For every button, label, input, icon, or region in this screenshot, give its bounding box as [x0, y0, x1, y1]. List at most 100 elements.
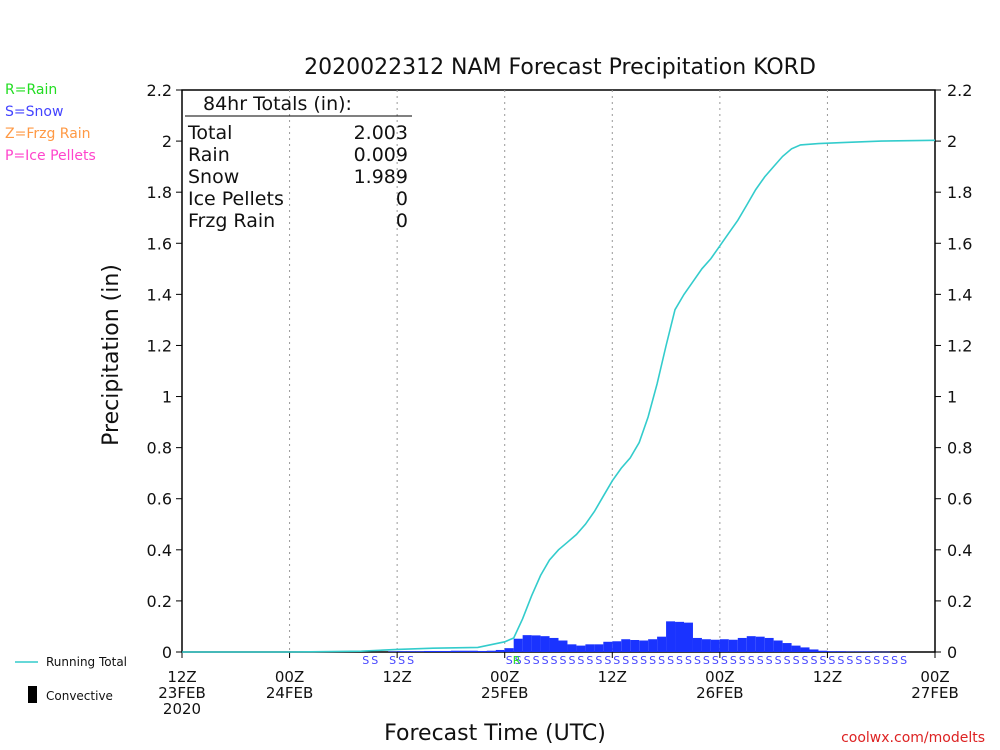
precip-bar — [630, 639, 640, 652]
precip-bar — [388, 651, 398, 652]
precip-bar — [424, 650, 433, 652]
y-tick-label-right: 2 — [947, 132, 957, 151]
precip-bar — [603, 641, 613, 652]
precip-bar — [648, 639, 658, 652]
totals-row-value: 0.009 — [354, 144, 408, 166]
snow-marker: S — [712, 654, 719, 667]
type-key-label: P=Ice Pellets — [5, 148, 96, 164]
y-tick-label-right: 1.4 — [947, 285, 972, 304]
precip-bar — [406, 651, 416, 652]
precip-bar — [692, 637, 702, 652]
x-tick-label: 00Z — [920, 668, 949, 686]
precip-bar — [522, 635, 532, 652]
snow-marker: S — [389, 654, 396, 667]
snow-marker: S — [819, 654, 826, 667]
x-tick-label: 00Z — [705, 668, 734, 686]
snow-marker: S — [882, 654, 889, 667]
snow-marker: S — [631, 654, 638, 667]
snow-marker: S — [640, 654, 647, 667]
precip-bar — [477, 650, 487, 652]
snow-marker: S — [560, 654, 567, 667]
precip-bar — [397, 651, 407, 652]
convective-legend-swatch — [28, 686, 37, 703]
totals-box: 84hr Totals (in): Total 2.003 Rain 0.009 Sno… — [185, 93, 412, 232]
precip-bar — [585, 644, 595, 652]
y-tick-label: 1.8 — [147, 183, 172, 202]
snow-marker: S — [721, 654, 728, 667]
precip-bar — [773, 640, 783, 652]
precip-type-legend: R=Rain S=Snow Z=Frzg Rain P=Ice Pellets — [5, 82, 96, 164]
vertical-grid — [289, 90, 828, 652]
x-tick-label: 27FEB — [911, 684, 958, 702]
precip-bar — [728, 639, 738, 652]
snow-marker: S — [371, 654, 378, 667]
precip-bar — [737, 637, 747, 652]
precip-bar — [495, 649, 505, 652]
precip-bar — [657, 636, 667, 652]
y-tick-label: 0 — [162, 643, 172, 662]
snow-marker: S — [533, 654, 540, 667]
precip-bar — [415, 651, 425, 652]
snow-marker: S — [837, 654, 844, 667]
snow-marker: S — [649, 654, 656, 667]
precip-bar — [836, 651, 846, 652]
type-key-label: S=Snow — [5, 104, 63, 120]
totals-row-value: 1.989 — [354, 166, 408, 188]
snow-marker: S — [873, 654, 880, 667]
y-tick-label-right: 1.2 — [947, 336, 972, 355]
snow-marker: S — [775, 654, 782, 667]
snow-marker: S — [757, 654, 764, 667]
precip-bar — [675, 621, 684, 652]
snow-marker: S — [577, 654, 584, 667]
snow-marker: S — [828, 654, 835, 667]
precip-bar — [827, 651, 837, 652]
precip-bar — [576, 645, 586, 652]
x-tick-label: 00Z — [275, 668, 304, 686]
totals-row-label: Rain — [188, 144, 230, 166]
snow-marker: S — [748, 654, 755, 667]
snow-marker: S — [900, 654, 907, 667]
type-key-label: Z=Frzg Rain — [5, 126, 91, 142]
snow-marker: S — [362, 654, 369, 667]
y-tick-label-right: 1.8 — [947, 183, 972, 202]
chart-title: 2020022312 NAM Forecast Precipitation KO… — [304, 55, 816, 80]
y-tick-label: 1.6 — [147, 234, 172, 253]
y-tick-label: 1.4 — [147, 285, 172, 304]
hourly-bars — [388, 621, 891, 653]
snow-marker: S — [784, 654, 791, 667]
x-tick-label: 12Z — [167, 668, 196, 686]
totals-row-label: Frzg Rain — [188, 210, 275, 232]
y-tick-label-right: 0.4 — [947, 541, 972, 560]
y-tick-label-right: 0.6 — [947, 490, 972, 509]
type-key-label: R=Rain — [5, 82, 57, 98]
x-tick-label: 2020 — [163, 700, 201, 718]
snow-marker: S — [506, 654, 513, 667]
snow-marker: S — [891, 654, 898, 667]
y-tick-label-right: 1.6 — [947, 234, 972, 253]
precip-bar — [719, 639, 729, 652]
y-tick-label-right: 0.8 — [947, 439, 972, 458]
snow-marker: S — [568, 654, 575, 667]
precip-bar — [666, 621, 676, 652]
snow-marker: S — [604, 654, 611, 667]
precip-bar — [800, 647, 810, 652]
y-tick-label: 0.6 — [147, 490, 172, 509]
snow-marker: S — [542, 654, 549, 667]
precip-bar — [809, 649, 819, 652]
y-tick-label-right: 1 — [947, 388, 957, 407]
snow-marker: S — [658, 654, 665, 667]
totals-row-value: 0 — [396, 188, 408, 210]
precip-bar — [684, 622, 693, 652]
snow-marker: S — [622, 654, 629, 667]
y-tick-label: 2.2 — [147, 81, 172, 100]
precip-bar — [872, 651, 882, 653]
x-tick-label: 12Z — [382, 668, 411, 686]
snow-marker: S — [524, 654, 531, 667]
precip-bar — [791, 645, 801, 652]
snow-marker: S — [694, 654, 701, 667]
precip-bar — [468, 650, 478, 652]
precip-bar — [854, 651, 864, 652]
series-legend: Running Total Convective — [15, 655, 127, 703]
